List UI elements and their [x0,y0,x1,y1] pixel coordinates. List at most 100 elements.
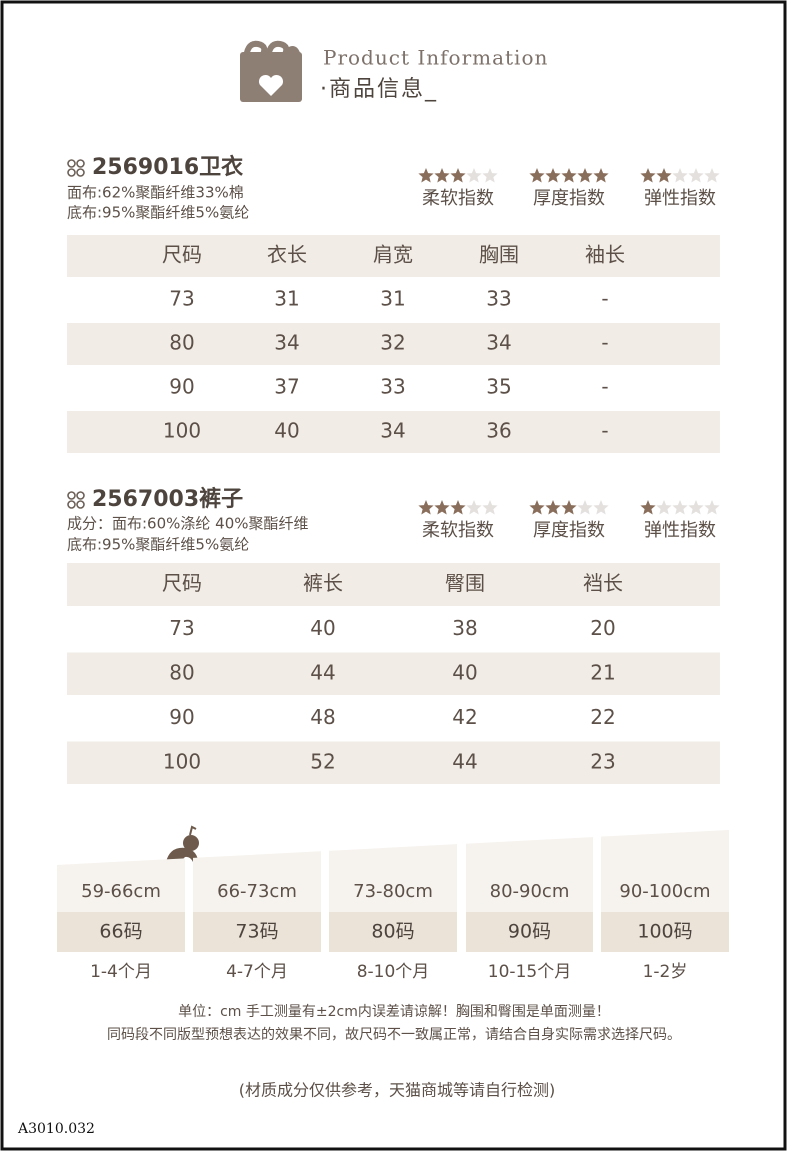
table-header-cell: 裆长 [583,571,623,595]
rating-label: 弹性指数 [644,520,716,541]
table-cell: 38 [452,616,477,640]
rating-star [466,500,482,515]
size-band [329,912,457,952]
header-title-cn: ·商品信息_ [320,77,438,102]
product-title: 2569016卫衣 [92,154,243,180]
size-label: 66码 [99,921,142,943]
table-cell: 44 [310,660,335,684]
size-band [57,912,185,952]
rating-star [529,168,545,183]
table-cell: 90 [169,375,194,399]
rating-star [640,168,656,183]
grid-icon-cell [67,500,76,509]
table-header-cell: 袖长 [585,243,625,267]
table-cell: - [601,287,608,311]
size-age: 8-10个月 [357,962,430,982]
content: 2569016卫衣面布:62%聚酯纤维33%棉底布:95%聚酯纤维5%氨纶柔软指… [17,154,729,1137]
size-height: 80-90cm [490,881,570,902]
note: 单位：cm 手工测量有±2cm内误差请谅解！胸围和臀围是单面测量！ [178,1004,610,1020]
rating-star [577,500,593,515]
rating-star [593,500,609,515]
table-cell: 40 [310,616,335,640]
table-cell: 80 [169,660,194,684]
grid-icon-cell [76,168,85,177]
rating-star [418,168,434,183]
table-cell: 32 [380,331,405,355]
table-cell: 23 [590,749,615,773]
rating-star [561,500,577,515]
table-cell: - [601,331,608,355]
header-title-en: Product Information [323,46,548,70]
table-cell: 80 [169,331,194,355]
table-cell: 20 [590,616,615,640]
table-cell: 31 [380,287,405,311]
table-cell: 73 [169,287,194,311]
table-cell: 31 [274,287,299,311]
rating-label: 弹性指数 [644,188,716,209]
table-cell: 40 [274,419,299,443]
material-line: 底布:95%聚酯纤维5%氨纶 [67,536,249,554]
table-header-cell: 尺码 [162,571,202,595]
rating-star [688,500,704,515]
baby-head [183,835,199,851]
table-cell: 36 [486,419,511,443]
table-header-bg [67,563,720,606]
material-line: 成分：面布:60%涤纶 40%聚酯纤维 [67,515,309,533]
rating-label: 厚度指数 [533,520,605,541]
rating-star [640,500,656,515]
rating-star [688,168,704,183]
product-title: 2567003裤子 [92,486,243,512]
bag-icon [240,40,302,102]
grid-icon-cell [67,491,76,500]
table-header-cell: 臀围 [445,571,485,595]
table-cell: 90 [169,705,194,729]
table-cell: 44 [452,749,477,773]
size-age: 4-7个月 [226,962,288,982]
rating-star [450,500,466,515]
size-height: 59-66cm [81,881,161,902]
rating-star [418,500,434,515]
rating-star [545,500,561,515]
rating-star [561,168,577,183]
code: A3010.032 [17,1121,95,1137]
grid-icon-cell [76,159,85,168]
table-header-bg [67,235,720,277]
grid-icon-cell [76,491,85,500]
table-cell: 34 [380,419,405,443]
material-line: 面布:62%聚酯纤维33%棉 [67,184,244,202]
size-band [601,912,729,952]
size-age: 1-4个月 [90,962,152,982]
note: 同码段不同版型预想表达的效果不同，故尺码不一致属正常，请结合自身实际需求选择尺码… [107,1027,681,1043]
rating-star [450,168,466,183]
table-cell: - [601,419,608,443]
table-header-cell: 肩宽 [373,243,413,267]
size-label: 100码 [637,921,692,943]
rating-star [704,500,720,515]
table-header-cell: 尺码 [162,243,202,267]
table-cell: 34 [274,331,299,355]
table-cell: 21 [590,660,615,684]
rating-star [545,168,561,183]
rating-star [482,500,498,515]
size-age: 10-15个月 [488,962,571,982]
table-header-cell: 胸围 [479,243,519,267]
size-label: 73码 [235,921,278,943]
rating-star [434,168,450,183]
table-cell: 100 [163,419,201,443]
table-cell: 73 [169,616,194,640]
grid-icon-cell [67,168,76,177]
table-header-cell: 衣长 [267,243,307,267]
table-cell: 22 [590,705,615,729]
table-cell: 52 [310,749,335,773]
size-height: 66-73cm [217,881,297,902]
table-cell: 100 [163,749,201,773]
table-cell: 42 [452,705,477,729]
size-height: 90-100cm [619,881,710,902]
table-row-bg [67,741,720,784]
grid-icon-cell [67,159,76,168]
rating-star [704,168,720,183]
rating-star [529,500,545,515]
rating-star [672,500,688,515]
rating-star [656,168,672,183]
table-cell: 33 [380,375,405,399]
